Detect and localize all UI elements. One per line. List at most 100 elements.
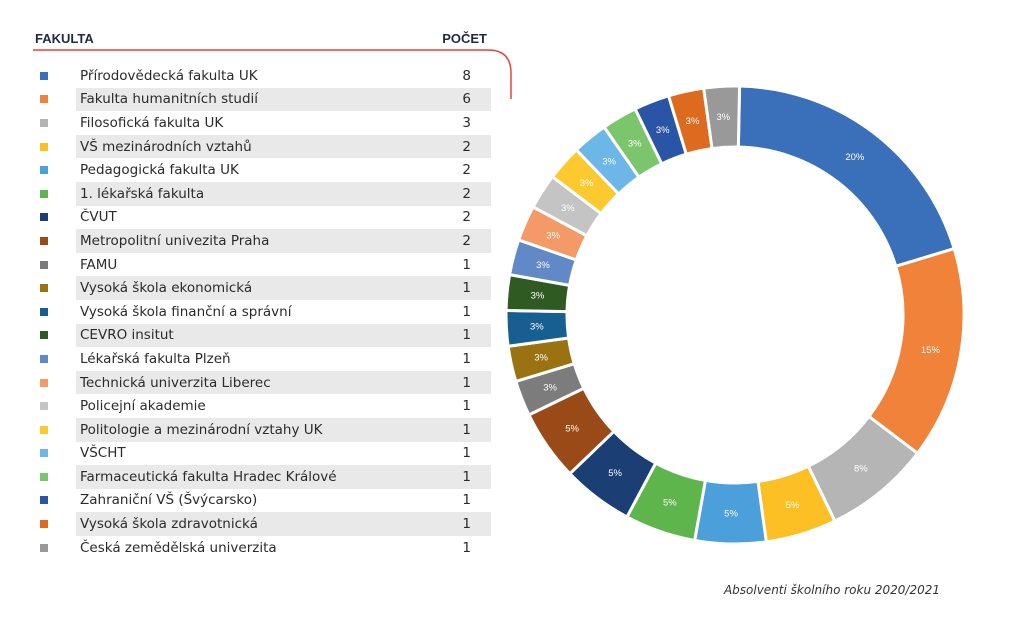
legend-swatch	[40, 449, 48, 458]
slice-label: 3%	[561, 203, 575, 214]
faculty-count: 1	[462, 468, 471, 485]
footnote: Absolventi školního roku 2020/2021	[723, 583, 940, 597]
faculty-name: Filosofická fakulta UK	[80, 114, 224, 131]
faculty-count: 1	[462, 350, 471, 367]
legend-swatch	[40, 496, 48, 505]
donut-slice	[866, 246, 965, 456]
table-row: Česká zemědělská univerzita 1	[33, 536, 491, 560]
faculty-count: 1	[462, 492, 471, 509]
legend-swatch	[40, 142, 48, 151]
faculty-name: Farmaceutická fakulta Hradec Králové	[80, 468, 337, 485]
table-row: Technická univerzita Liberec 1	[33, 370, 491, 395]
faculty-name: Politologie a mezinárodní vztahy UK	[80, 421, 323, 438]
faculty-name: FAMU	[80, 256, 118, 273]
faculty-count: 1	[462, 327, 471, 344]
legend-swatch	[40, 95, 48, 104]
slice-label: 20%	[845, 152, 865, 163]
faculty-name: 1. lékařská fakulta	[80, 185, 205, 202]
faculty-table: Přírodovědecká fakulta UK 8 Fakulta humani…	[33, 64, 491, 559]
table-row: Policejní akademie 1	[33, 394, 491, 418]
slice-label: 5%	[724, 508, 738, 519]
faculty-count: 1	[462, 539, 471, 556]
table-row: Vysoká škola zdravotnická 1	[33, 512, 491, 536]
table-row: Farmaceutická fakulta Hradec Králové 1	[33, 465, 491, 489]
slice-label: 8%	[854, 463, 868, 474]
faculty-name: Pedagogická fakulta UK	[80, 162, 239, 179]
faculty-count: 2	[462, 138, 471, 155]
faculty-count: 2	[462, 209, 471, 226]
faculty-name: Přírodovědecká fakulta UK	[80, 67, 258, 84]
slice-label: 5%	[565, 423, 579, 434]
table-row: CEVRO insitut 1	[33, 323, 491, 348]
faculty-name: CEVRO insitut	[80, 327, 174, 344]
slice-label: 5%	[786, 500, 800, 511]
legend-swatch	[40, 307, 48, 316]
slice-label: 3%	[656, 125, 670, 136]
faculty-count: 1	[462, 398, 471, 415]
faculty-name: Fakulta humanitních studií	[80, 91, 259, 108]
faculty-count: 8	[462, 67, 471, 84]
table-row: Zahraniční VŠ (Švýcarsko) 1	[33, 489, 491, 513]
slice-label: 3%	[717, 112, 731, 123]
table-row: VŠCHT 1	[33, 442, 491, 466]
table-row: ČVUT 2	[33, 206, 491, 230]
faculty-count: 1	[462, 374, 471, 391]
faculty-count: 3	[462, 114, 471, 131]
legend-swatch	[40, 260, 48, 269]
table-row: Lékařská fakulta Plzeň 1	[33, 347, 491, 371]
donut-chart: 20% 15% 8% 5% 5% 5% 5% 5% 3% 3% 3% 3% 3% 3% 3% 3% 3% 3% 3%…	[504, 84, 965, 546]
table-row: VŠ mezinárodních vztahů 2	[33, 134, 491, 159]
column-header-faculty: FAKULTA	[35, 31, 94, 46]
faculty-count: 1	[462, 303, 471, 320]
faculty-name: VŠ mezinárodních vztahů	[80, 138, 252, 155]
table-row: Politologie a mezinárodní vztahy UK 1	[33, 417, 491, 442]
table-row: Metropolitní univezita Praha 2	[33, 229, 491, 253]
faculty-count: 1	[462, 421, 471, 438]
faculty-count: 1	[462, 445, 471, 462]
faculty-name: Zahraniční VŠ (Švýcarsko)	[80, 492, 258, 509]
slice-label: 3%	[543, 382, 557, 393]
faculty-count: 1	[462, 516, 471, 533]
donut-slice	[736, 84, 957, 269]
slice-label: 3%	[628, 139, 642, 150]
legend-swatch	[40, 425, 48, 434]
legend-swatch	[40, 378, 48, 387]
legend-swatch	[40, 213, 48, 222]
donut-slice	[702, 84, 742, 151]
slice-label: 5%	[608, 468, 622, 479]
slice-label: 3%	[580, 178, 594, 189]
faculty-name: Policejní akademie	[80, 398, 206, 415]
faculty-name: VŠCHT	[80, 445, 126, 462]
legend-swatch	[40, 284, 48, 293]
faculty-name: ČVUT	[80, 209, 117, 226]
legend-swatch	[40, 472, 48, 481]
slice-label: 3%	[531, 290, 545, 301]
table-row: Vysoká škola ekonomická 1	[33, 276, 491, 300]
table-row: Fakulta humanitních studií 6	[33, 87, 491, 112]
legend-swatch	[40, 402, 48, 411]
faculty-count: 1	[462, 280, 471, 297]
faculty-name: Vysoká škola ekonomická	[80, 280, 253, 297]
legend-swatch	[40, 331, 48, 340]
table-row: Přírodovědecká fakulta UK 8	[33, 64, 491, 88]
faculty-table-header: FAKULTA POČET	[33, 28, 491, 46]
column-header-count: POČET	[442, 31, 487, 46]
legend-swatch	[40, 71, 48, 80]
legend-swatch	[40, 354, 48, 363]
table-row: Vysoká škola finanční a správní 1	[33, 300, 491, 324]
faculty-name: Česká zemědělská univerzita	[80, 539, 277, 556]
faculty-name: Vysoká škola finanční a správní	[80, 303, 292, 320]
faculty-count: 2	[462, 232, 471, 249]
faculty-name: Lékařská fakulta Plzeň	[80, 350, 231, 367]
faculty-count: 1	[462, 256, 471, 273]
legend-swatch	[40, 543, 48, 552]
faculty-name: Metropolitní univezita Praha	[80, 232, 270, 249]
table-row: 1. lékařská fakulta 2	[33, 181, 491, 206]
table-row: FAMU 1	[33, 253, 491, 277]
slice-label: 3%	[534, 352, 548, 363]
faculty-count: 6	[462, 91, 471, 108]
faculty-count: 2	[462, 185, 471, 202]
slice-label: 3%	[686, 116, 700, 127]
faculty-name: Technická univerzita Liberec	[80, 374, 271, 391]
legend-swatch	[40, 166, 48, 175]
